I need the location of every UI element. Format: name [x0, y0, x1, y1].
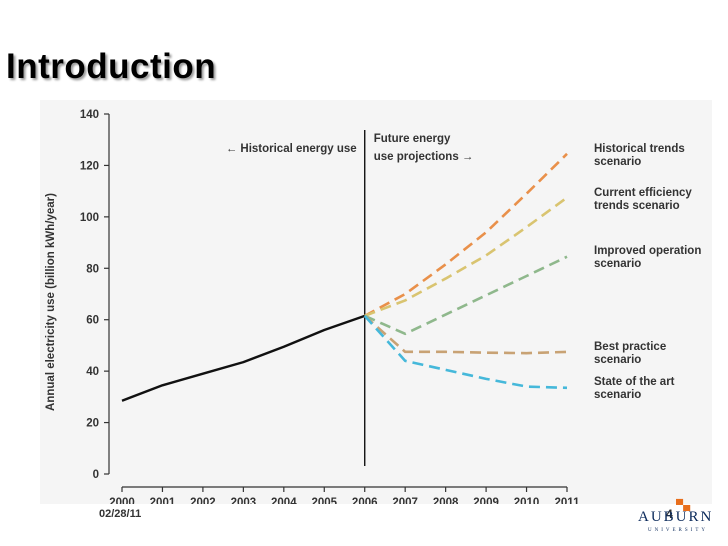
series-line-improved-operation — [364, 255, 568, 336]
x-tick-label: 2002 — [190, 497, 216, 504]
series-lines — [121, 152, 568, 402]
x-tick-label: 2009 — [473, 497, 499, 504]
series-label-current-efficiency: Current efficiency trends scenario — [594, 187, 692, 212]
y-axis: 0 20 40 60 80 100 120 140 — [80, 109, 110, 481]
y-tick-label: 80 — [86, 263, 99, 275]
x-tick-label: 2003 — [231, 497, 257, 504]
historical-annotation: ← Historical energy use — [226, 143, 357, 155]
page-number: 4 — [666, 507, 673, 521]
x-tick-label: 2011 — [555, 497, 581, 504]
series-line-state-of-art — [363, 314, 568, 390]
slide-title: Introduction — [6, 47, 217, 86]
series-line-historical — [121, 314, 366, 402]
series-line-current-efficiency — [364, 196, 568, 318]
y-tick-label: 0 — [93, 469, 99, 481]
logo-wordmark: AUBURN — [638, 509, 714, 525]
series-line-best-practice — [363, 314, 568, 355]
y-tick-label: 60 — [86, 315, 99, 327]
x-tick-label: 2008 — [433, 497, 459, 504]
slide-date: 02/28/11 — [99, 508, 142, 520]
chart-panel: 0 20 40 60 80 100 120 140 2000 2001 2002 2003 2004 2… — [40, 100, 712, 504]
x-tick-label: 2006 — [352, 497, 378, 504]
x-tick-label: 2007 — [392, 497, 418, 504]
series-line-historical-trends — [364, 152, 568, 318]
y-tick-label: 120 — [80, 160, 99, 172]
series-label-state-of-art: State of the art scenario — [594, 376, 675, 401]
auburn-logo: ▀▄ AUBURN UNIVERSITY — [634, 500, 728, 544]
series-label-historical-trends: Historical trends scenario — [594, 143, 685, 168]
future-annotation-line1: Future energy — [374, 133, 451, 145]
y-tick-label: 140 — [80, 109, 99, 121]
series-label-improved-operation: Improved operation scenario — [594, 245, 701, 270]
logo-subtitle: UNIVERSITY — [648, 528, 708, 533]
x-tick-label: 2004 — [271, 497, 297, 504]
y-tick-label: 100 — [80, 212, 99, 224]
series-labels: Historical trends scenario Current efficie… — [594, 143, 701, 401]
x-tick-label: 2010 — [514, 497, 540, 504]
future-annotation-line2: use projections → — [374, 151, 474, 163]
x-tick-label: 2005 — [311, 497, 337, 504]
y-tick-label: 40 — [86, 366, 99, 378]
x-tick-label: 2000 — [109, 497, 135, 504]
x-tick-label: 2001 — [150, 497, 176, 504]
y-axis-label: Annual electricity use (billion kWh/year… — [45, 193, 57, 411]
logo-mark-icon: ▀▄ — [676, 500, 691, 511]
y-tick-label: 20 — [86, 418, 99, 430]
series-label-best-practice: Best practice scenario — [594, 341, 666, 366]
x-axis: 2000 2001 2002 2003 2004 2005 2006 2007 2008 2009… — [109, 486, 581, 504]
